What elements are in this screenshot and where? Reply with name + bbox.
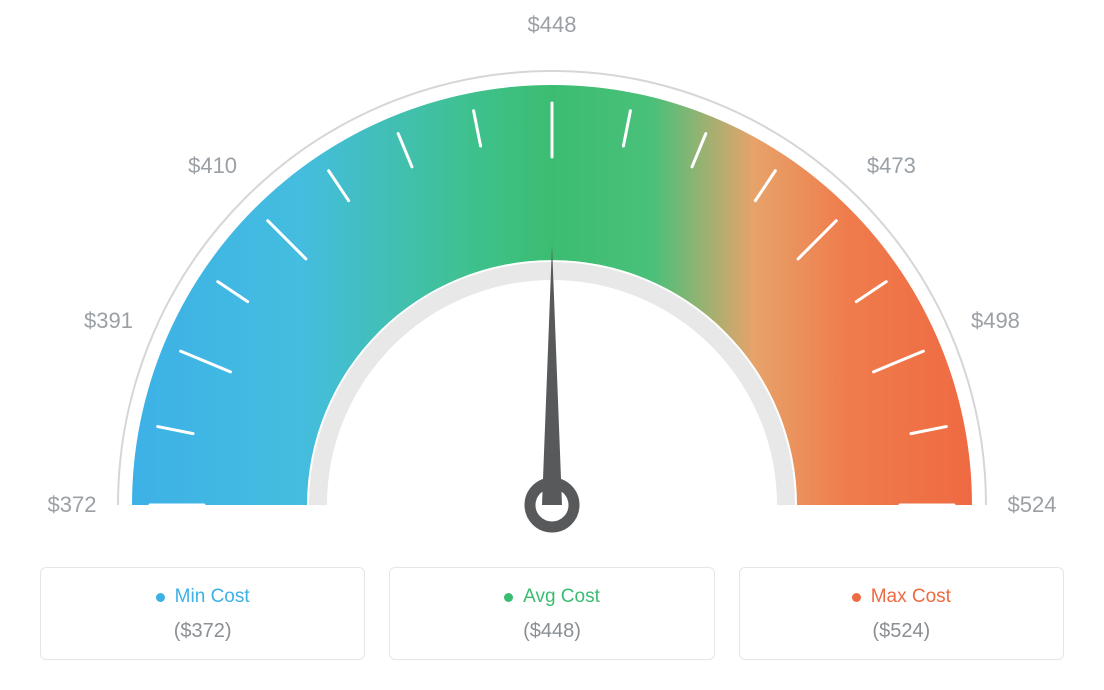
legend-dot-min <box>156 593 165 602</box>
legend-card-max: Max Cost ($524) <box>739 567 1064 660</box>
legend-label-avg: Avg Cost <box>523 586 600 608</box>
legend-dot-avg <box>504 593 513 602</box>
legend-card-avg: Avg Cost ($448) <box>389 567 714 660</box>
legend-dot-max <box>852 593 861 602</box>
legend-title-max: Max Cost <box>852 586 951 608</box>
gauge-tick-label: $498 <box>971 308 1020 334</box>
legend-label-min: Min Cost <box>175 586 250 608</box>
gauge-tick-label: $410 <box>188 153 237 179</box>
gauge-tick-label: $372 <box>48 492 97 518</box>
gauge-tick-label: $448 <box>528 12 577 38</box>
legend-value-avg: ($448) <box>400 620 703 643</box>
legend-label-max: Max Cost <box>871 586 951 608</box>
gauge-chart: $372 $391 $410 $448 $473 $498 $524 <box>0 0 1104 560</box>
legend-title-avg: Avg Cost <box>504 586 600 608</box>
gauge-svg <box>0 0 1104 560</box>
legend-value-max: ($524) <box>750 620 1053 643</box>
legend-card-min: Min Cost ($372) <box>40 567 365 660</box>
legend-row: Min Cost ($372) Avg Cost ($448) Max Cost… <box>0 567 1104 660</box>
legend-value-min: ($372) <box>51 620 354 643</box>
gauge-tick-label: $473 <box>867 153 916 179</box>
gauge-tick-label: $524 <box>1008 492 1057 518</box>
legend-title-min: Min Cost <box>156 586 250 608</box>
gauge-tick-label: $391 <box>84 308 133 334</box>
